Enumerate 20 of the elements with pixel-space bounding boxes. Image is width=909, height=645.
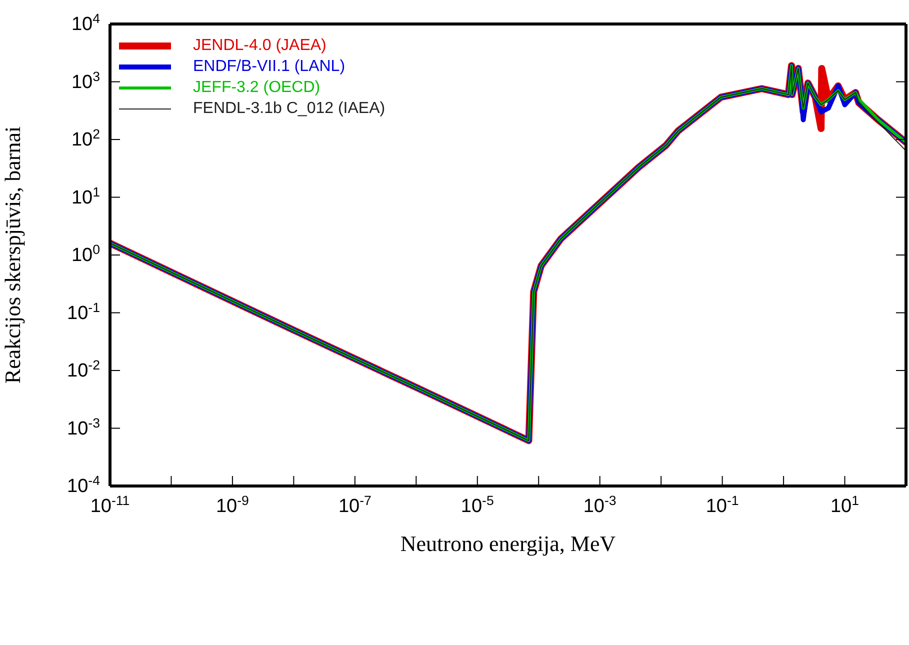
x-tick-label: 10$^{-5}$: [460, 492, 494, 517]
x-tick-label: 10$^{-9}$: [216, 492, 249, 517]
y-tick-label: 10$^{0}$: [71, 242, 100, 266]
y-tick-label: 10$^{-2}$: [67, 357, 100, 382]
y-tick-label: 10$^{2}$: [71, 126, 100, 150]
x-tick-label: 10$^{-7}$: [338, 492, 372, 517]
x-axis-title: Neutrono energija, MeV: [400, 531, 616, 556]
legend-label: JEFF-3.2 (OECD): [193, 78, 320, 98]
y-axis-title: Reakcijos skerspjūvis, barnai: [0, 126, 25, 384]
y-tick-label: 10$^{4}$: [71, 10, 100, 35]
x-tick-label: 10$^{-3}$: [583, 492, 616, 517]
legend-label: FENDL-3.1b C_012 (IAEA): [193, 99, 386, 119]
y-tick-label: 10$^{-3}$: [67, 414, 100, 440]
y-tick-label: 10$^{1}$: [71, 184, 100, 208]
x-tick-label: 10$^{1}$: [830, 492, 860, 517]
legend-label: ENDF/B-VII.1 (LANL): [193, 57, 346, 77]
y-tick-label: 10$^{-1}$: [67, 299, 100, 324]
y-tick-label: 10$^{3}$: [71, 68, 100, 93]
x-tick-label: 10$^{-1}$: [706, 492, 739, 517]
legend-label: JENDL-4.0 (JAEA): [193, 36, 326, 56]
